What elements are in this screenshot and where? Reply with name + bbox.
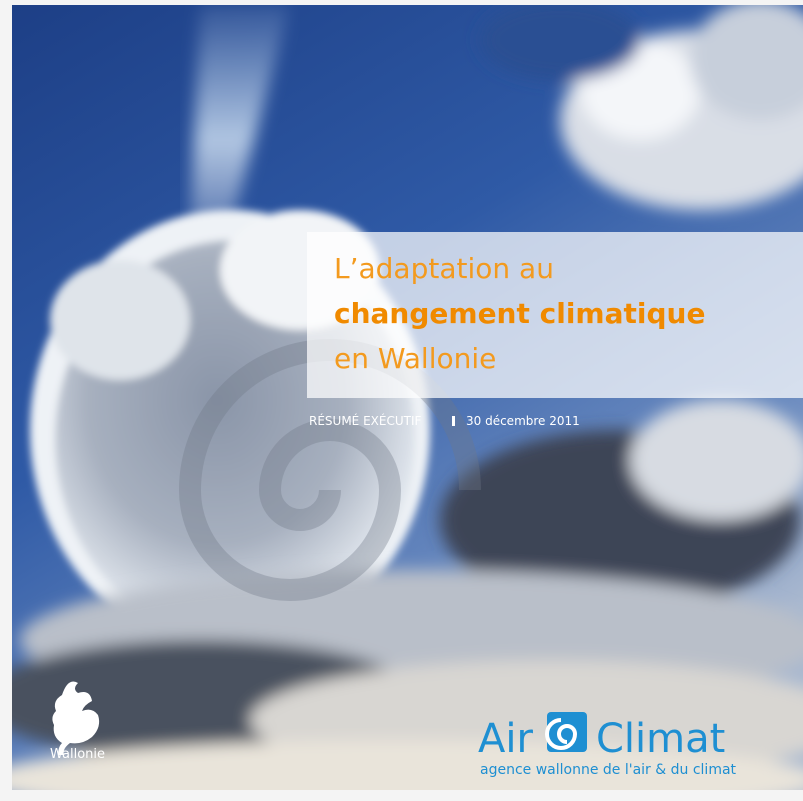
cover: L’adaptation au changement climatique en… <box>0 0 803 801</box>
subtitle-label: RÉSUMÉ EXÉCUTIF <box>309 413 421 428</box>
title-line: L’adaptation au <box>334 252 554 285</box>
title-line: en Wallonie <box>334 342 496 375</box>
brand-tagline: agence wallonne de l'air & du climat <box>480 762 737 778</box>
brand-word: Climat <box>596 716 725 762</box>
separator <box>452 416 455 426</box>
publisher-name: Wallonie <box>50 747 105 762</box>
title-line: changement climatique <box>334 297 705 330</box>
subtitle-date: 30 décembre 2011 <box>466 414 580 428</box>
cover-photo <box>0 0 803 801</box>
page: L’adaptation au changement climatique en… <box>0 0 803 801</box>
brand-word: Air <box>478 716 533 762</box>
brand-icon <box>547 712 587 752</box>
